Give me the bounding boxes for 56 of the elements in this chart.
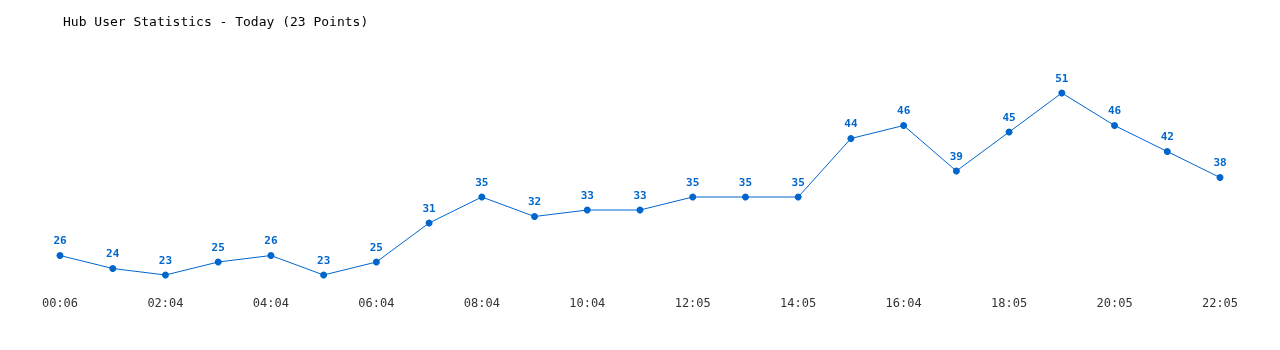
point (1111, 122, 1119, 129)
data-label: 24 (106, 247, 120, 260)
data-label: 26 (53, 234, 67, 247)
x-tick-label: 06:04 (358, 296, 395, 310)
point (214, 258, 222, 266)
point (741, 193, 749, 201)
data-label: 45 (1002, 110, 1016, 124)
data-label: 35 (686, 175, 700, 189)
data-label: 25 (369, 240, 383, 254)
point (1163, 148, 1171, 155)
x-tick-label: 08:04 (463, 296, 500, 310)
data-label: 25 (211, 240, 225, 254)
x-tick-label: 04:04 (252, 296, 289, 310)
point (847, 135, 855, 142)
x-tick-label: 14:05 (780, 296, 817, 310)
point (900, 122, 908, 129)
point (320, 271, 328, 279)
point (478, 193, 486, 201)
data-label: 46 (1107, 104, 1122, 117)
x-tick-label: 22:05 (1201, 296, 1239, 310)
data-label: 33 (580, 188, 594, 202)
point (56, 252, 64, 259)
point (1216, 174, 1224, 181)
data-label: 39 (949, 149, 963, 163)
data-label: 35 (475, 175, 489, 189)
point (161, 271, 169, 279)
x-tick-label: 00:06 (41, 296, 79, 310)
x-tick-label: 20:05 (1096, 296, 1133, 310)
point (952, 167, 960, 175)
point (267, 252, 275, 259)
point (583, 206, 591, 214)
data-label: 35 (738, 175, 753, 189)
point (794, 193, 802, 201)
x-tick-label: 18:05 (991, 296, 1028, 310)
point (531, 213, 539, 220)
point (109, 265, 117, 272)
x-tick-label: 02:04 (147, 296, 184, 310)
data-label: 51 (1055, 71, 1069, 85)
x-tick-label: 10:04 (569, 296, 606, 310)
point (1058, 89, 1066, 97)
data-label: 31 (422, 201, 437, 215)
data-label: 46 (897, 104, 911, 117)
data-label: 23 (317, 253, 331, 267)
data-label: 33 (633, 188, 647, 202)
data-label: 32 (527, 195, 542, 208)
data-label: 44 (844, 117, 858, 130)
data-label: 42 (1160, 130, 1174, 143)
data-label: 38 (1213, 156, 1227, 169)
point (372, 258, 380, 266)
data-label: 23 (158, 253, 173, 267)
data-label: 35 (791, 175, 805, 189)
x-tick-label: 16:04 (885, 296, 922, 310)
chart-title: Hub User Statistics - Today (23 Points) (63, 14, 369, 29)
x-tick-label: 12:05 (674, 296, 711, 310)
point (689, 193, 697, 201)
data-label: 26 (264, 234, 278, 247)
